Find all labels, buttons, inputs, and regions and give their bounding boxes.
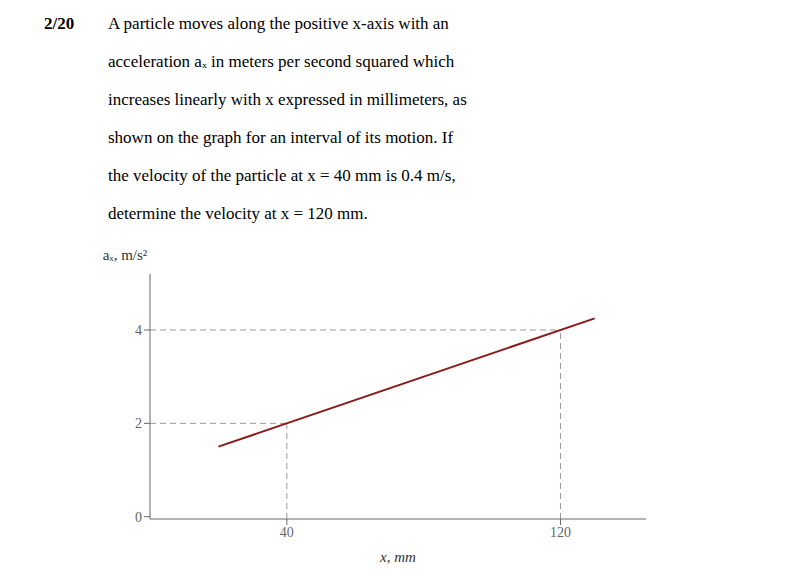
svg-text:40: 40 bbox=[280, 525, 294, 540]
html-text:determine the velocity at x =: determine the velocity at x = 120 mm. bbox=[108, 204, 368, 223]
svg-text:0: 0 bbox=[135, 510, 142, 525]
html-text:acceleration aₓ in meters per: acceleration aₓ in meters per second squ… bbox=[108, 52, 455, 71]
html-text:2/20: 2/20 bbox=[44, 14, 75, 33]
html-text:increases linearly with x expr: increases linearly with x expressed in m… bbox=[108, 90, 467, 109]
svg-text:2: 2 bbox=[135, 416, 142, 431]
svg-text:x, mm: x, mm bbox=[379, 549, 416, 565]
html-text:A particle moves along the pos: A particle moves along the positive x-ax… bbox=[108, 14, 449, 33]
html-text:the velocity of the particle a: the velocity of the particle at x = 40 m… bbox=[108, 166, 456, 185]
svg-text:4: 4 bbox=[135, 323, 142, 338]
svg-text:120: 120 bbox=[550, 525, 571, 540]
html-text:shown on the graph for an inte: shown on the graph for an interval of it… bbox=[108, 128, 454, 147]
svg-text:aₓ, m/s²: aₓ, m/s² bbox=[103, 247, 148, 263]
